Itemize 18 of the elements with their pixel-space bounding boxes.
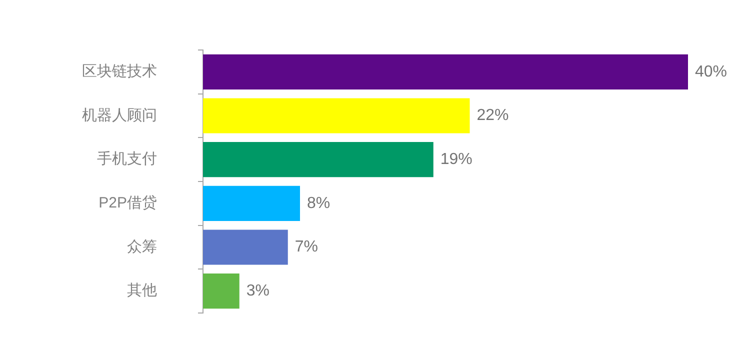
bar <box>203 54 688 90</box>
data-label: 8% <box>307 194 330 212</box>
bar <box>203 230 288 265</box>
data-label: 40% <box>695 63 728 80</box>
y-tick-label: 众筹 <box>127 238 157 256</box>
bar <box>203 186 300 221</box>
y-tick-label: 手机支付 <box>97 150 157 168</box>
y-tick-label: 机器人顾问 <box>82 106 157 124</box>
y-tick-label: P2P借贷 <box>98 194 157 212</box>
data-label: 3% <box>246 282 270 300</box>
data-label: 19% <box>440 150 472 168</box>
bar <box>203 98 470 134</box>
data-label: 22% <box>476 107 509 124</box>
data-label: 7% <box>294 238 318 256</box>
bar <box>203 274 240 309</box>
bar <box>203 142 434 178</box>
y-tick-label: 区块链技术 <box>82 63 157 80</box>
y-tick-label: 其他 <box>127 282 157 300</box>
